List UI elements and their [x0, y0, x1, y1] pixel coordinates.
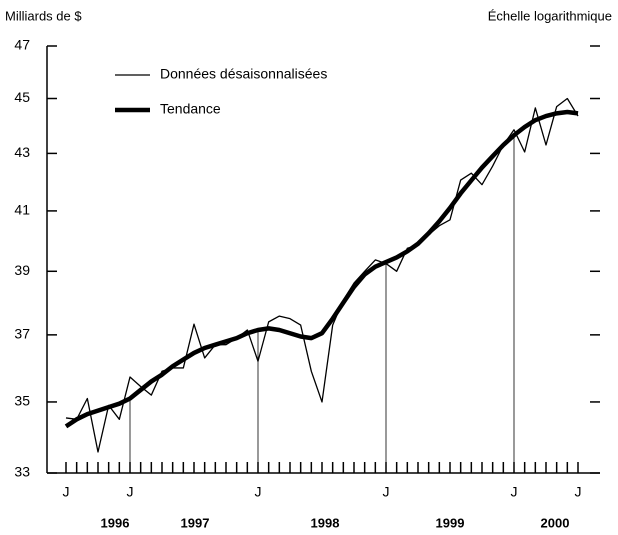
y-tick-label: 45 — [14, 89, 30, 105]
x-tick-label: J — [575, 484, 582, 500]
y-tick-label: 47 — [14, 37, 30, 53]
y-tick-label: 43 — [14, 144, 30, 160]
series-line — [65, 97, 579, 453]
y-tick-label: 37 — [14, 326, 30, 342]
year-label: 1999 — [436, 515, 465, 530]
y-tick-label: 35 — [14, 393, 30, 409]
y-tick-label: 41 — [14, 202, 30, 218]
legend-label: Données désaisonnalisées — [160, 66, 327, 82]
x-tick-label: J — [255, 484, 262, 500]
x-tick-label: J — [127, 484, 134, 500]
x-tick-label: J — [383, 484, 390, 500]
y-axis-label: Milliards de $ — [5, 8, 82, 23]
year-label: 1996 — [101, 515, 130, 530]
y-tick-label: 33 — [14, 464, 30, 480]
x-tick-label: J — [511, 484, 518, 500]
legend-label: Tendance — [160, 101, 221, 117]
year-label: 2000 — [541, 515, 570, 530]
series-line — [64, 109, 579, 429]
scale-note: Échelle logarithmique — [488, 8, 612, 23]
year-label: 1997 — [181, 515, 210, 530]
year-label: 1998 — [311, 515, 340, 530]
y-tick-label: 39 — [14, 262, 30, 278]
x-tick-label: J — [63, 484, 70, 500]
